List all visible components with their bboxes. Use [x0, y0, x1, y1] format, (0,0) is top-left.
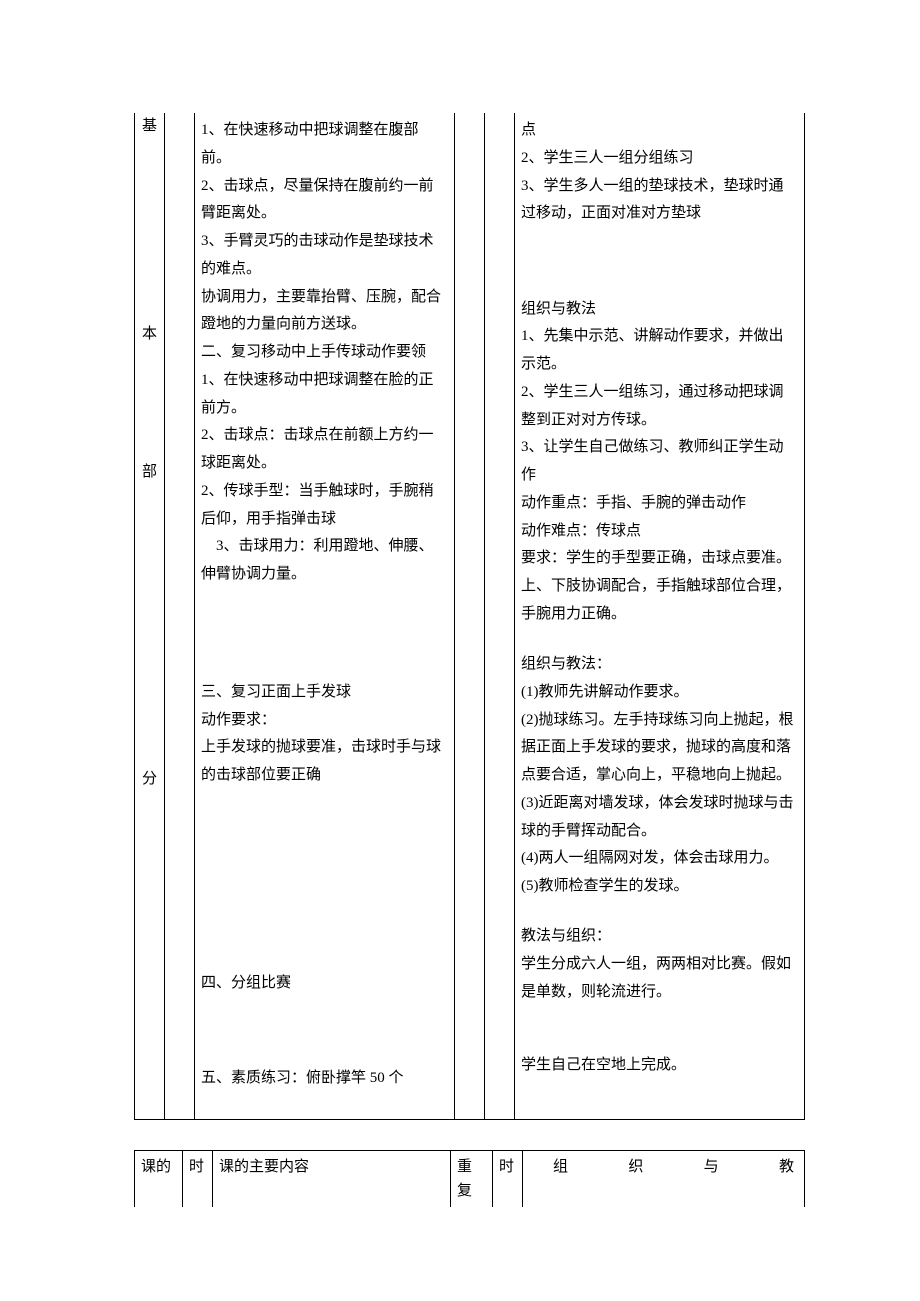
s2-l2: 2、击球点：击球点在前额上方约一球距离处。 [201, 422, 448, 478]
content-left-col: 1、在快速移动中把球调整在腹部前。 2、击球点，尽量保持在腹前约一前臂距离处。 … [195, 113, 455, 1120]
s2-l1: 1、在快速移动中把球调整在脸的正前方。 [201, 367, 448, 423]
hdr-c4: 重复 [451, 1151, 493, 1208]
page: 基 本 部 分 1、在快速移动中把球调整在腹部前。 2、击球点，尽量保持在腹前约… [0, 0, 920, 1267]
s1-l1: 1、在快速移动中把球调整在腹部前。 [201, 117, 448, 173]
lesson-table-main: 基 本 部 分 1、在快速移动中把球调整在腹部前。 2、击球点，尽量保持在腹前约… [134, 113, 805, 1120]
r1-l3: 3、学生多人一组的垫球技术，垫球时通过移动，正面对准对方垫球 [521, 173, 798, 229]
hdr-c5: 时 [493, 1151, 523, 1208]
s3-l2: 上手发球的抛球要准，击球时手与球的击球部位要正确 [201, 734, 448, 790]
r3-l1: (1)教师先讲解动作要求。 [521, 679, 798, 707]
hdr-c3: 课的主要内容 [213, 1151, 451, 1208]
r2-l6: 要求：学生的手型要正确，击球点要准。上、下肢协调配合，手指触球部位合理，手腕用力… [521, 545, 798, 628]
r3-l4: (4)两人一组隔网对发，体会击球用力。 [521, 845, 798, 873]
r1-l2: 2、学生三人一组分组练习 [521, 145, 798, 173]
r2-l1: 1、先集中示范、讲解动作要求，并做出示范。 [521, 323, 798, 379]
r2-l5: 动作难点：传球点 [521, 518, 798, 546]
r2-h: 组织与教法 [521, 296, 798, 324]
label-char: 基 [142, 113, 157, 141]
r2-l2: 2、学生三人一组练习，通过移动把球调整到正对对方传球。 [521, 379, 798, 435]
s3-l1: 动作要求： [201, 707, 448, 735]
r4-h: 教法与组织： [521, 923, 798, 951]
label-char: 部 [142, 459, 157, 487]
s1-l4: 协调用力，主要靠抬臂、压腕，配合蹬地的力量向前方送球。 [201, 284, 448, 340]
r1-l1: 点 [521, 117, 798, 145]
hdr-c6: 组 织 与 教 [523, 1151, 805, 1208]
r3-h: 组织与教法： [521, 651, 798, 679]
time-col-1 [165, 113, 195, 1120]
s2-l4: 3、击球用力：利用蹬地、伸腰、伸臂协调力量。 [201, 533, 448, 589]
s2-l3: 2、传球手型：当手触球时，手腕稍后仰，用手指弹击球 [201, 478, 448, 534]
r3-l3: (3)近距离对墙发球，体会发球时抛球与击球的手臂挥动配合。 [521, 790, 798, 846]
s1-l3: 3、手臂灵巧的击球动作是垫球技术的难点。 [201, 228, 448, 284]
r3-l5: (5)教师检查学生的发球。 [521, 873, 798, 901]
hdr-c6-text: 组 织 与 教 [553, 1159, 794, 1175]
r5-l1: 学生自己在空地上完成。 [521, 1052, 798, 1080]
content-right-col: 点 2、学生三人一组分组练习 3、学生多人一组的垫球技术，垫球时通过移动，正面对… [515, 113, 805, 1120]
s5-h: 五、素质练习：俯卧撑竿 50 个 [201, 1065, 448, 1093]
table-gap [134, 1120, 805, 1150]
hdr-c1: 课的 [135, 1151, 183, 1208]
label-char: 本 [142, 321, 157, 349]
s1-l2: 2、击球点，尽量保持在腹前约一前臂距离处。 [201, 173, 448, 229]
hdr-c2: 时 [183, 1151, 213, 1208]
repeat-col [455, 113, 485, 1120]
lesson-table-header: 课的 时 课的主要内容 重复 时 组 织 与 教 [134, 1150, 805, 1207]
r4-l1: 学生分成六人一组，两两相对比赛。假如是单数，则轮流进行。 [521, 951, 798, 1007]
s4-h: 四、分组比赛 [201, 970, 448, 998]
s2-h: 二、复习移动中上手传球动作要领 [201, 339, 448, 367]
r2-l4: 动作重点：手指、手腕的弹击动作 [521, 490, 798, 518]
section-label-col: 基 本 部 分 [135, 113, 165, 1120]
r3-l2: (2)抛球练习。左手持球练习向上抛起，根据正面上手发球的要求，抛球的高度和落点要… [521, 707, 798, 790]
r2-l3: 3、让学生自己做练习、教师纠正学生动作 [521, 434, 798, 490]
s3-h: 三、复习正面上手发球 [201, 679, 448, 707]
time-col-2 [485, 113, 515, 1120]
label-char: 分 [142, 766, 157, 794]
